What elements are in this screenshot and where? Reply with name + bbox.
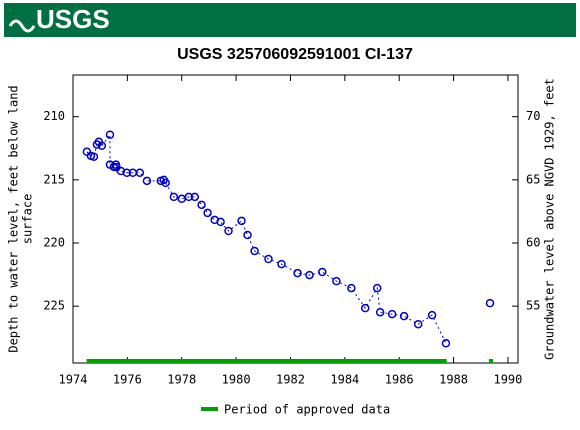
data-point — [243, 230, 252, 240]
y2-tick-label: 65 — [526, 172, 540, 186]
data-point — [375, 307, 385, 317]
data-point — [347, 283, 356, 293]
approved-period — [488, 359, 493, 363]
data-point — [250, 246, 259, 256]
x-tick-label: 1984 — [330, 373, 359, 387]
data-point — [197, 200, 206, 210]
x-tick-label: 1986 — [385, 373, 414, 387]
chart-title: USGS 325706092591001 CI-137 — [177, 46, 413, 63]
y-axis-label: Depth to water level, feet below land — [7, 85, 21, 352]
data-point — [105, 130, 115, 139]
data-point — [135, 168, 145, 178]
data-point — [184, 192, 194, 202]
data-point — [413, 319, 423, 329]
data-point — [237, 216, 246, 226]
data-point — [224, 226, 233, 236]
data-point — [216, 217, 225, 227]
data-point — [203, 208, 212, 218]
data-point — [122, 168, 132, 178]
plot-frame — [72, 74, 519, 364]
data-point — [169, 192, 179, 202]
logo-wave — [8, 19, 36, 33]
x-tick-label: 1978 — [167, 373, 196, 387]
y2-axis-label: Groundwater level above NGVD 1929, feet — [543, 78, 557, 360]
x-tick-label: 1990 — [493, 373, 522, 387]
data-point — [441, 339, 451, 348]
data-point — [318, 267, 327, 277]
data-point — [372, 283, 382, 293]
y-tick-label: 215 — [43, 172, 65, 186]
data-point — [177, 194, 186, 204]
data-point — [332, 276, 341, 286]
x-tick-label: 1988 — [439, 373, 468, 387]
y-tick-label: 220 — [43, 236, 65, 250]
x-tick-label: 1974 — [59, 373, 88, 387]
legend-label: Period of approved data — [224, 403, 390, 417]
y-tick-label: 225 — [43, 299, 65, 313]
x-tick-label: 1980 — [222, 373, 251, 387]
data-point — [387, 309, 397, 319]
data-point — [485, 298, 495, 308]
data-point — [293, 268, 302, 278]
y2-tick-label: 55 — [526, 299, 540, 313]
data-point — [264, 254, 273, 264]
x-tick-label: 1976 — [113, 373, 142, 387]
data-point — [277, 259, 286, 269]
logo: USGS — [36, 4, 110, 34]
data-point — [427, 310, 437, 320]
data-point — [399, 311, 409, 321]
y-axis-label: surface — [21, 194, 35, 245]
y-tick-label: 210 — [43, 109, 65, 123]
data-point — [190, 192, 200, 202]
approved-period — [86, 359, 447, 363]
header-bar — [4, 3, 576, 37]
data-point — [97, 141, 107, 150]
y2-tick-label: 70 — [526, 109, 540, 123]
y2-tick-label: 60 — [526, 236, 540, 250]
data-point — [161, 178, 170, 188]
data-point — [142, 176, 152, 186]
data-point — [360, 303, 370, 313]
data-point — [89, 152, 99, 161]
x-tick-label: 1982 — [276, 373, 305, 387]
data-point — [305, 270, 314, 280]
